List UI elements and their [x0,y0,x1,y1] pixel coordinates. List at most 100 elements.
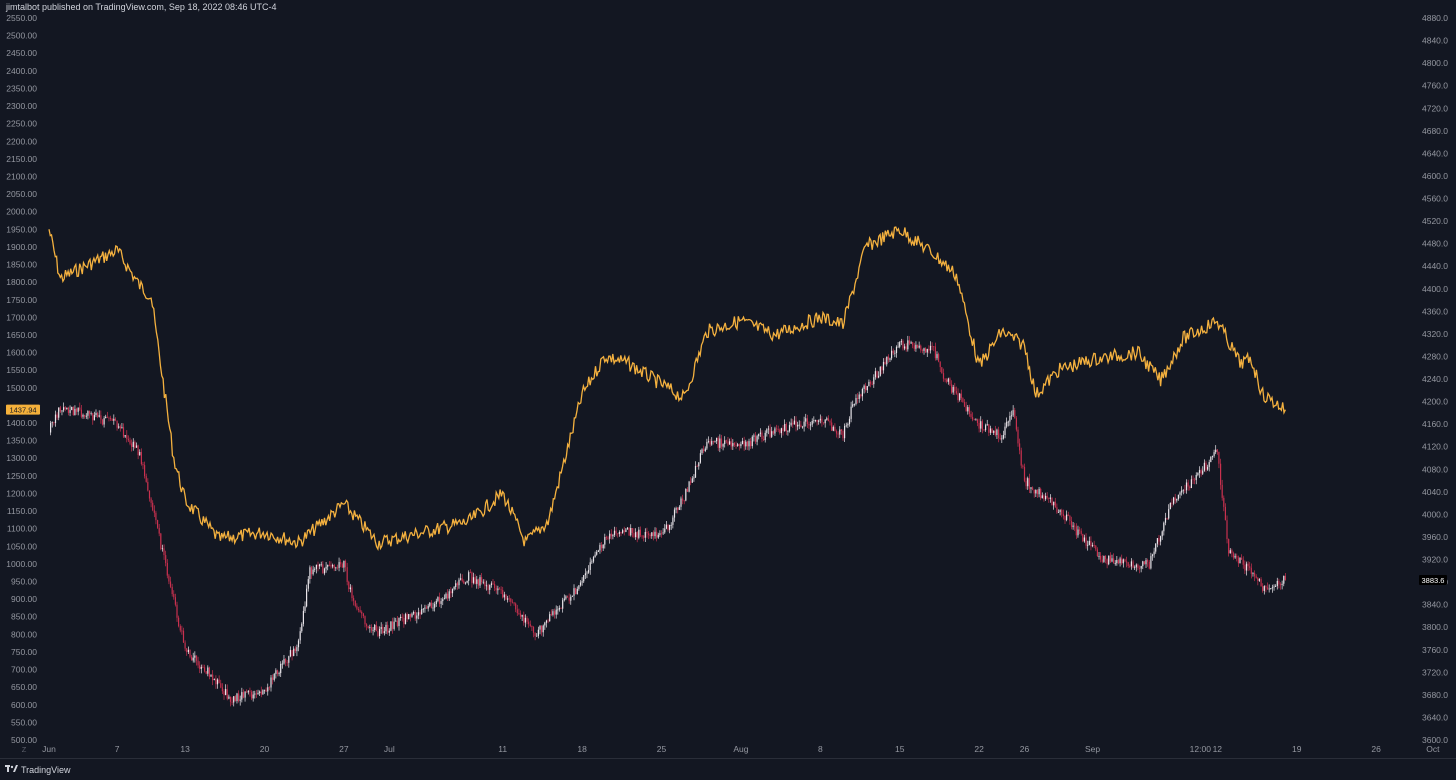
candle-body [124,435,126,437]
left-axis-tick-label: 950.00 [11,577,37,587]
candle-body [160,533,162,549]
left-price-axis[interactable]: 2550.00 2500.00 2450.00 2400.00 2350.00 2300.… [6,13,37,745]
candle-body [620,532,622,534]
candle-body [1189,486,1191,489]
candle-body [648,533,650,536]
right-axis-tick-label: 3760.0 [1422,645,1448,655]
candle-body [385,624,387,632]
candle-body [498,588,501,590]
tradingview-logo-icon[interactable] [5,765,18,773]
candle-body [1083,537,1085,542]
candle-body [485,585,488,587]
candle-body [366,624,368,627]
candle-body [246,691,248,693]
candle-body [618,532,620,534]
candle-body [304,606,306,611]
candle-body [916,344,919,348]
candle-body [142,464,144,466]
candle-body [80,409,82,417]
candle-body [265,689,267,692]
time-axis-tick-label: 22 [974,744,984,754]
candle-body [1069,515,1071,521]
candle-body [406,614,408,620]
candle-body [1197,472,1199,475]
candle-body [344,561,347,568]
candle-body [706,442,708,449]
candle-body [75,408,78,412]
candle-body [238,693,240,701]
candle-body [1284,575,1286,580]
brand-name[interactable]: TradingView [21,765,71,775]
candle-body [698,462,700,467]
candle-body [370,627,373,631]
candle-body [1132,561,1134,568]
candle-body [391,621,394,629]
left-axis-tick-label: 2150.00 [6,154,37,164]
candle-body [479,577,481,586]
right-axis-tick-label: 3920.0 [1422,555,1448,565]
candle-body [1001,438,1003,440]
candle-body [740,444,742,447]
candle-body [1017,429,1019,444]
candle-body [967,407,969,412]
left-axis-tick-label: 2350.00 [6,83,37,93]
candle-body [641,535,643,537]
candle-body [1147,560,1149,562]
candle-body [597,550,599,552]
candle-body [532,627,535,633]
candle-body [468,572,470,581]
candle-body [1231,550,1233,554]
right-axis-tick-label: 3800.0 [1422,622,1448,632]
candle-body [458,579,460,586]
candle-body [1266,587,1269,589]
candle-body [779,429,781,434]
time-axis[interactable]: Jun 7 13 20 27 Jul 11 18 25 Aug 8 15 22 26 Sep 12:00 12 1… [22,744,1440,754]
right-axis-tick-label: 4160.0 [1422,419,1448,429]
candle-body [97,413,99,417]
candle-body [790,422,792,426]
right-price-axis[interactable]: 4880.0 4840.0 4800.0 4760.0 4720.0 4680.0 4640… [1422,13,1448,745]
candle-body [1195,475,1197,480]
candle-body [978,423,980,429]
candle-body [737,444,739,446]
candle-body [800,424,802,427]
candle-body [991,428,993,433]
candle-body [1117,560,1120,564]
candle-body [759,432,761,434]
left-axis-tick-label: 1100.00 [7,524,37,534]
candle-body [998,429,1000,438]
candle-body [497,588,499,591]
candle-body [395,620,397,622]
candle-body [805,418,807,422]
candle-body [390,621,392,631]
time-axis-tick-label: 12:00 [1190,744,1212,754]
candle-body [563,598,565,601]
candle-body [545,620,548,623]
candle-body [853,404,855,405]
candle-body [848,418,851,425]
candle-body [1207,466,1209,470]
candle-body [1273,586,1275,588]
candle-body [782,428,784,431]
candle-body [1095,545,1097,550]
candle-body [150,498,152,503]
candle-body [1234,555,1236,558]
left-axis-tick-label: 1550.00 [6,365,37,375]
candle-body [612,534,614,537]
candle-body [929,345,932,351]
candle-body [544,622,546,626]
candle-body [1200,470,1202,474]
left-axis-tick-label: 2500.00 [6,31,37,41]
gold-last-value-tag [6,404,40,415]
candle-body [435,600,437,604]
candle-body [926,349,928,353]
right-axis-tick-label: 4880.0 [1422,13,1448,23]
candle-body [1006,421,1008,427]
candle-body [161,548,163,550]
candle-body [442,599,444,602]
left-axis-tick-label: 1050.00 [6,541,37,551]
right-axis-tick-label: 4520.0 [1422,216,1448,226]
candle-body [672,517,674,525]
candle-body [918,345,920,348]
